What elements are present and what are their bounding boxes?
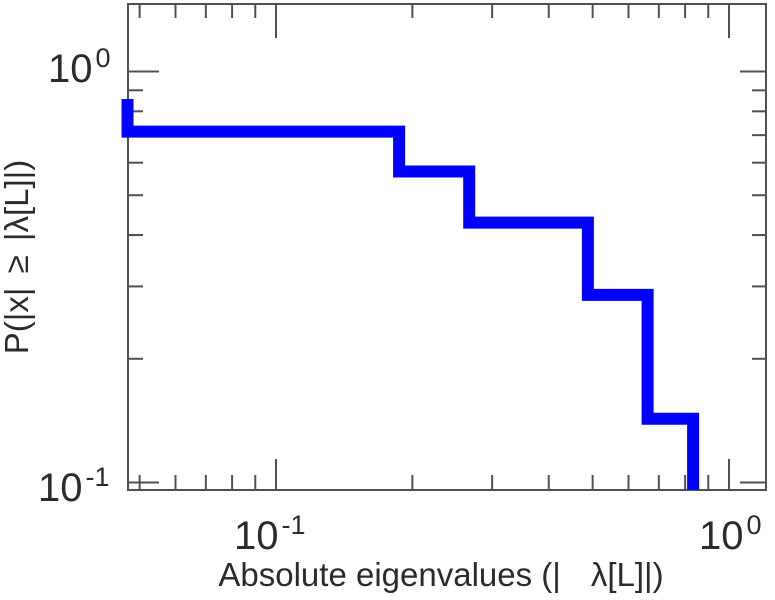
tick-exponent: 0 bbox=[95, 43, 111, 73]
y-tick-label-1e-1: 10 -1 bbox=[38, 464, 110, 510]
y-axis-label-text: P(|x| ≥ |λ[L]|) bbox=[0, 159, 35, 355]
y-axis-label: P(|x| ≥ |λ[L]|) bbox=[0, 160, 36, 354]
tick-base: 10 bbox=[699, 514, 744, 558]
tick-base: 10 bbox=[234, 514, 279, 558]
tick-base: 10 bbox=[38, 466, 83, 510]
x-axis-label-right: λ[L]|) bbox=[590, 556, 664, 593]
tick-exponent: -1 bbox=[281, 510, 306, 540]
plot-frame bbox=[127, 3, 767, 491]
y-tick-label-1e0: 10 0 bbox=[48, 45, 111, 91]
ccdf-step-line bbox=[121, 99, 700, 490]
x-axis-label-left: Absolute eigenvalues (| bbox=[218, 556, 561, 593]
tick-exponent: -1 bbox=[85, 462, 110, 492]
x-tick-label-1e0: 10 0 bbox=[699, 512, 762, 558]
x-axis-label: Absolute eigenvalues (| λ[L]|) bbox=[218, 556, 663, 594]
tick-base: 10 bbox=[48, 47, 93, 91]
tick-exponent: 0 bbox=[746, 510, 762, 540]
x-tick-label-1e-1: 10 -1 bbox=[234, 512, 306, 558]
